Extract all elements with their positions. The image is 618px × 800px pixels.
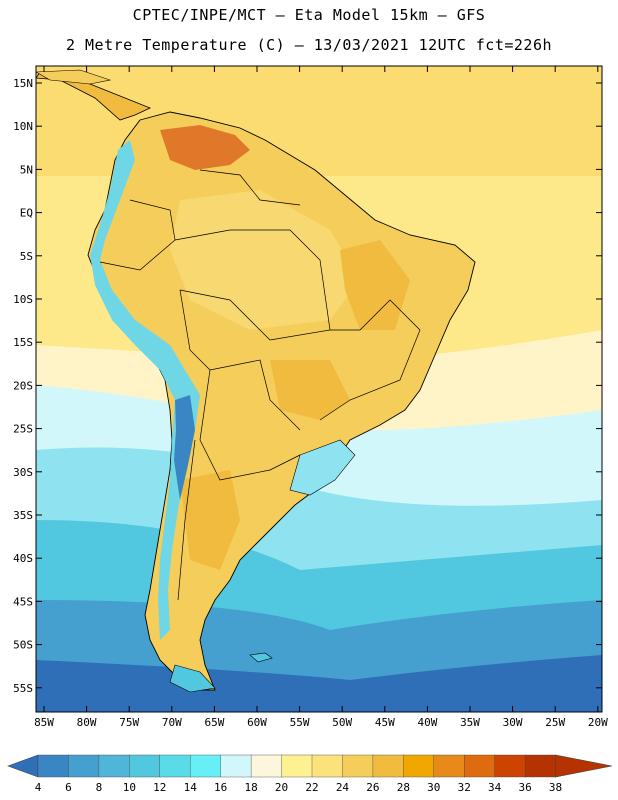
colorbar-segment: [68, 754, 100, 778]
chaco-warm-area: [270, 360, 350, 420]
lon-label: 25W: [545, 716, 565, 729]
lat-label: 50S: [13, 639, 33, 652]
colorbar-segment: [281, 754, 313, 778]
lon-label: 70W: [162, 716, 182, 729]
longitude-axis: 85W 80W 75W 70W 65W 60W 55W 50W 45W 40W 35W 30W 25W 2…: [34, 66, 608, 729]
venezuela-hot-area: [160, 125, 250, 170]
yucatan-land: [36, 69, 112, 85]
colorbar-label: 30: [427, 781, 440, 794]
colorbar-label: 20: [275, 781, 288, 794]
colorbar-label: 38: [549, 781, 562, 794]
colorbar-label: 36: [518, 781, 531, 794]
colorbar-label: 10: [123, 781, 136, 794]
colorbar-label: 26: [366, 781, 379, 794]
colorbar-segment: [464, 754, 496, 778]
colorbar-segment: [37, 754, 70, 778]
colorbar-left-arrow: [7, 754, 39, 778]
lat-label: 20S: [13, 379, 33, 392]
colorbar-label: 4: [35, 781, 42, 794]
lon-label: 50W: [332, 716, 352, 729]
lon-label: 75W: [119, 716, 139, 729]
colorbar-label: 32: [458, 781, 471, 794]
lon-label: 45W: [375, 716, 395, 729]
colorbar-segment: [524, 754, 557, 778]
colorbar-segment: [433, 754, 465, 778]
colorbar: 4 6 8 10 12 14 16 18 20 22 24 26 28 30 32 34 36 38: [7, 754, 613, 794]
lat-label: 15N: [13, 77, 33, 90]
map-frame: [35, 65, 603, 713]
lat-label: 10N: [13, 120, 33, 133]
lat-label: 35S: [13, 509, 33, 522]
amazon-warm-area: [170, 190, 360, 330]
falkland-islands: [249, 652, 273, 663]
lon-label: 20W: [588, 716, 608, 729]
colorbar-segment: [129, 754, 161, 778]
colorbar-label: 16: [214, 781, 227, 794]
lat-label: 55S: [13, 682, 33, 695]
colorbar-segment: [159, 754, 191, 778]
lat-label: 40S: [13, 552, 33, 565]
patagonia-warm-area: [180, 470, 240, 570]
colorbar-label: 8: [96, 781, 103, 794]
lat-label: 15S: [13, 336, 33, 349]
colorbar-segment: [98, 754, 131, 778]
lon-label: 65W: [204, 716, 224, 729]
lat-label: 10S: [13, 293, 33, 306]
latitude-axis: 15N 10N 5N EQ 5S 10S 15S 20S 25S 30S 35S 40S 45S 50S 5…: [13, 77, 602, 695]
andes-high-cold-core: [174, 395, 195, 500]
colorbar-segment: [372, 754, 405, 778]
colorbar-label: 28: [397, 781, 410, 794]
lat-label: 30S: [13, 466, 33, 479]
lat-label: 5S: [20, 250, 33, 263]
colorbar-segment: [403, 754, 435, 778]
lon-label: 30W: [503, 716, 523, 729]
colorbar-right-arrow: [555, 754, 613, 778]
lon-label: 55W: [290, 716, 310, 729]
lat-label: 45S: [13, 595, 33, 608]
lat-label: EQ: [20, 207, 33, 220]
colorbar-segment: [250, 754, 283, 778]
country-borders: [99, 169, 421, 601]
colorbar-segment: [342, 754, 374, 778]
colorbar-segment: [190, 754, 222, 778]
colorbar-label: 22: [305, 781, 318, 794]
uruguay-cool-area: [289, 439, 356, 496]
map-title-line-1: CPTEC/INPE/MCT – Eta Model 15km – GFS: [132, 6, 486, 24]
colorbar-segment: [311, 754, 344, 778]
colorbar-label: 14: [184, 781, 198, 794]
lat-label: 25S: [13, 423, 33, 436]
colorbar-segment: [220, 754, 252, 778]
lon-label: 85W: [34, 716, 54, 729]
map-title-line-2: 2 Metre Temperature (C) – 13/03/2021 12U…: [65, 36, 553, 54]
tierra-del-fuego: [169, 664, 216, 693]
brazil-northeast-warm-area: [340, 240, 410, 330]
colorbar-label: 12: [153, 781, 166, 794]
map-field: [36, 66, 602, 712]
lon-label: 40W: [417, 716, 437, 729]
colorbar-segment: [494, 754, 526, 778]
colorbar-label: 24: [336, 781, 350, 794]
andes-cold-ridge: [90, 140, 200, 640]
lon-label: 60W: [247, 716, 267, 729]
colorbar-label: 18: [244, 781, 257, 794]
lat-label: 5N: [20, 163, 33, 176]
colorbar-label: 6: [65, 781, 72, 794]
lon-label: 80W: [77, 716, 97, 729]
colorbar-label: 34: [488, 781, 502, 794]
lon-label: 35W: [460, 716, 480, 729]
